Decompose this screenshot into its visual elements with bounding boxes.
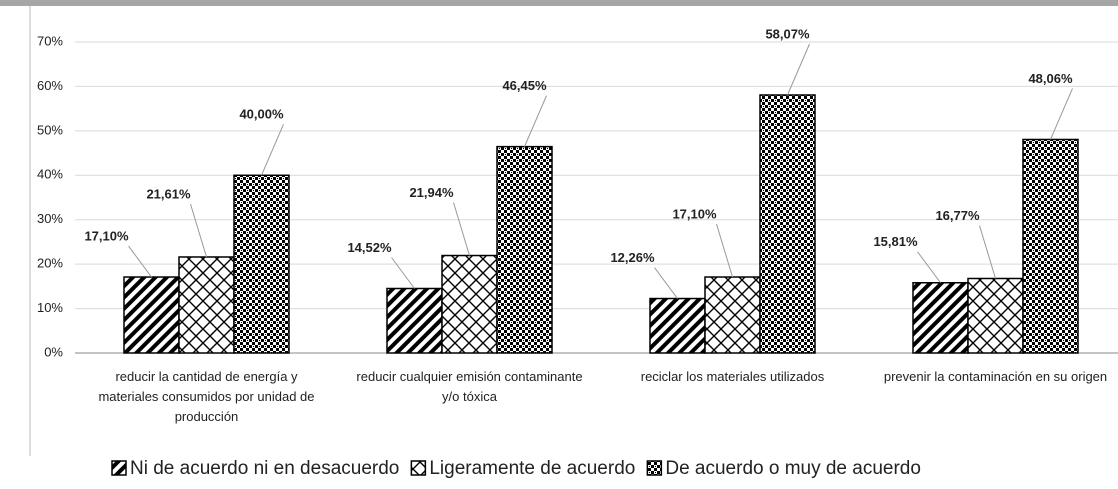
bar — [496, 145, 553, 354]
leader-line — [716, 223, 733, 278]
bar — [233, 174, 290, 354]
y-tick-label: 20% — [37, 256, 63, 271]
bar — [178, 256, 235, 354]
data-label: 15,81% — [873, 234, 918, 249]
leader-line — [787, 43, 810, 96]
leader-line — [190, 203, 207, 258]
legend-swatch — [646, 460, 663, 476]
bar — [759, 94, 816, 354]
bar — [704, 276, 761, 354]
bar — [441, 254, 498, 354]
data-label: 46,45% — [502, 78, 547, 93]
data-label: 48,06% — [1028, 71, 1073, 86]
legend-label: Ni de acuerdo ni en desacuerdo — [130, 458, 399, 479]
y-tick-label: 10% — [37, 300, 63, 315]
y-tick-label: 30% — [37, 211, 63, 226]
data-label: 17,10% — [84, 228, 129, 243]
x-tick-label: reducir la cantidad de energía y material… — [98, 369, 314, 424]
legend-label: Ligeramente de acuerdo — [429, 458, 635, 479]
leader-line — [979, 225, 996, 279]
data-label: 21,94% — [409, 185, 454, 200]
legend: Ni de acuerdo ni en desacuerdo Ligerament… — [111, 458, 921, 479]
leader-line — [128, 245, 152, 278]
leader-line — [917, 251, 941, 284]
data-label: 17,10% — [672, 206, 717, 221]
x-tick-label: reducir cualquier emisión contaminante y/… — [356, 369, 582, 404]
legend-swatch — [111, 460, 127, 476]
data-label: 12,26% — [610, 250, 655, 265]
bar — [1022, 138, 1079, 354]
leader-line — [453, 202, 470, 256]
bar — [967, 277, 1024, 354]
bar — [912, 282, 969, 354]
top-strip — [0, 0, 1118, 6]
x-tick-label: prevenir la contaminación en su origen — [884, 369, 1107, 384]
bar — [386, 287, 443, 354]
bar — [649, 297, 706, 354]
leader-line — [524, 95, 547, 147]
data-label: 58,07% — [765, 26, 810, 41]
y-tick-label: 40% — [37, 167, 63, 182]
y-tick-label: 0% — [44, 344, 63, 359]
leader-line — [1050, 88, 1073, 140]
data-label: 16,77% — [935, 208, 980, 223]
leader-line — [391, 257, 415, 289]
leader-line — [654, 267, 678, 299]
y-tick-label: 50% — [37, 122, 63, 137]
bar — [123, 276, 180, 354]
y-tick-label: 60% — [37, 78, 63, 93]
legend-label: De acuerdo o muy de acuerdo — [665, 458, 921, 479]
data-label: 14,52% — [347, 240, 392, 255]
y-tick-label: 70% — [37, 33, 63, 48]
legend-swatch — [410, 460, 427, 476]
x-tick-label: reciclar los materiales utilizados — [641, 369, 825, 384]
leader-line — [261, 124, 284, 176]
data-label: 40,00% — [239, 107, 284, 122]
data-label: 21,61% — [146, 186, 191, 201]
